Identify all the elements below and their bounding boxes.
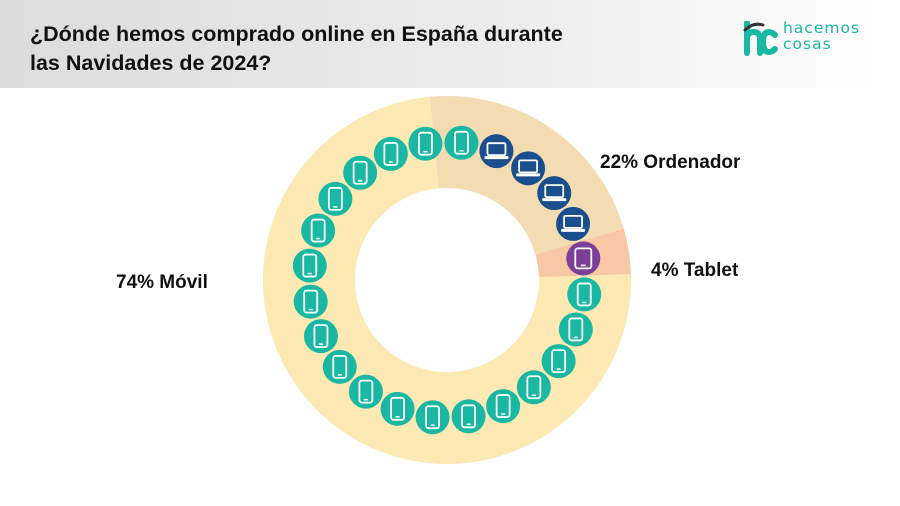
- smartphone-icon: [486, 389, 521, 424]
- laptop-icon: [537, 176, 572, 211]
- smartphone-icon: [541, 344, 576, 379]
- title-line-2: las Navidades de 2024?: [30, 51, 272, 75]
- smartphone-icon: [322, 349, 357, 384]
- laptop-icon: [556, 206, 591, 241]
- smartphone-icon: [408, 126, 443, 161]
- logo-wordmark: hacemos cosas: [783, 20, 860, 52]
- chart-title: ¿Dónde hemos comprado online en España d…: [30, 20, 670, 78]
- header: ¿Dónde hemos comprado online en España d…: [0, 0, 900, 88]
- laptop-icon: [479, 134, 514, 169]
- hacemos-cosas-logo: hacemos cosas: [743, 20, 883, 61]
- smartphone-icon: [348, 374, 383, 409]
- slice-label-tablet: 4% Tablet: [651, 260, 739, 281]
- smartphone-icon: [373, 136, 408, 171]
- smartphone-icon: [343, 155, 378, 190]
- slice-label-ordenador: 22% Ordenador: [600, 152, 741, 173]
- smartphone-icon: [451, 399, 486, 434]
- smartphone-icon: [567, 277, 602, 312]
- smartphone-icon: [318, 181, 353, 216]
- donut-icons: [292, 125, 602, 435]
- title-line-1: ¿Dónde hemos comprado online en España d…: [30, 22, 563, 46]
- smartphone-icon: [380, 391, 415, 426]
- smartphone-icon: [415, 400, 450, 435]
- smartphone-icon: [292, 248, 327, 283]
- hc-logo-mark-icon: [743, 20, 778, 56]
- logo-line-1: hacemos: [783, 19, 861, 37]
- smartphone-icon: [303, 319, 338, 354]
- smartphone-icon: [301, 213, 336, 248]
- smartphone-icon: [293, 284, 328, 319]
- smartphone-icon: [444, 125, 479, 160]
- logo-line-2: cosas: [783, 35, 832, 53]
- smartphone-icon: [558, 312, 593, 347]
- slice-label-movil: 74% Móvil: [116, 272, 208, 293]
- donut-chart: 22% Ordenador 4% Tablet 74% Móvil: [116, 96, 741, 465]
- smartphone-icon: [516, 370, 551, 405]
- tablet-icon: [566, 241, 601, 276]
- laptop-icon: [511, 151, 546, 186]
